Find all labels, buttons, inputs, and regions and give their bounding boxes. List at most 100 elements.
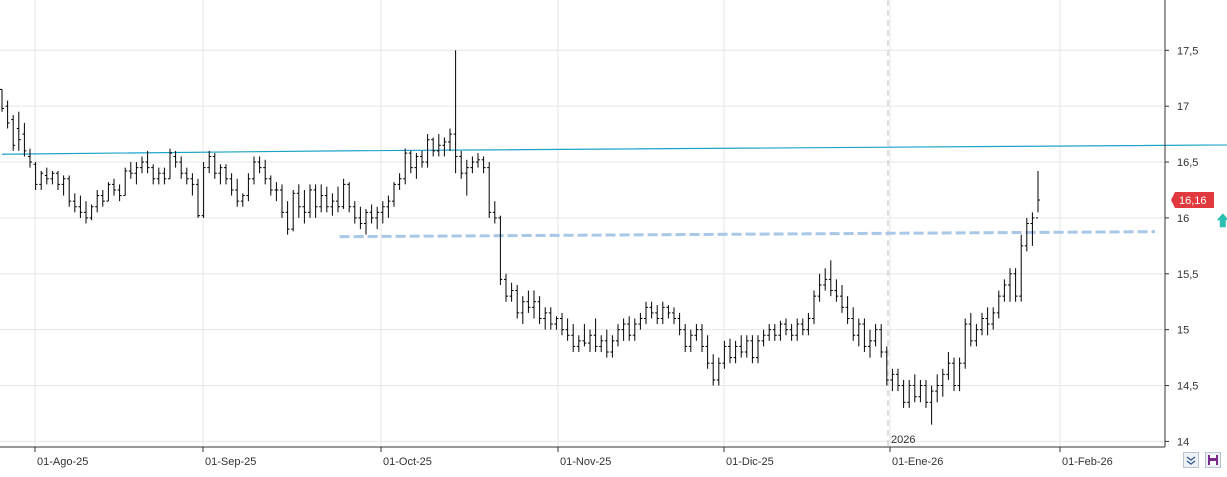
ohlc-bar [341, 178, 346, 209]
ohlc-bar [1024, 217, 1029, 252]
ohlc-bar [845, 296, 850, 325]
ohlc-bar [543, 307, 548, 330]
ohlc-bar [336, 186, 340, 213]
ohlc-bar [744, 335, 749, 358]
y-tick-label: 16,5 [1177, 157, 1198, 169]
ohlc-bar [252, 156, 256, 185]
ohlc-bar [520, 296, 525, 325]
ohlc-bar [168, 148, 172, 180]
ohlc-bar [313, 184, 318, 218]
ohlc-bar [397, 173, 402, 190]
ohlc-bar [1019, 234, 1024, 302]
ohlc-bar [358, 206, 363, 230]
ohlc-bar [728, 338, 732, 364]
ohlc-bar [716, 357, 721, 386]
ohlc-bar [0, 88, 4, 112]
ohlc-bar [565, 318, 570, 341]
ohlc-bar [996, 290, 1001, 319]
ohlc-bar [33, 162, 38, 190]
ohlc-bar [392, 182, 396, 207]
ohlc-bar [750, 335, 755, 364]
ohlc-bar [268, 175, 273, 196]
save-button[interactable] [1205, 452, 1221, 468]
ohlc-bar [812, 290, 816, 325]
ohlc-bar [800, 318, 805, 336]
ohlc-bar [375, 206, 380, 230]
ohlc-bar [302, 189, 307, 224]
ohlc-bar [498, 215, 503, 285]
ohlc-bar [974, 324, 979, 347]
ohlc-bar [806, 312, 811, 336]
ohlc-bar [548, 307, 553, 330]
ohlc-bar [61, 175, 66, 196]
ohlc-bar [554, 316, 559, 330]
ohlc-bar [694, 324, 699, 341]
ohlc-bar [856, 318, 861, 347]
ohlc-bar [991, 307, 996, 330]
ohlc-bar [330, 193, 335, 216]
year-marker-label: 2026 [891, 434, 915, 446]
collapse-arrows-icon [1186, 456, 1196, 465]
ohlc-bar [364, 208, 368, 235]
ohlc-bar [688, 329, 693, 353]
ohlc-bar [151, 164, 156, 185]
ohlc-bar [677, 312, 682, 336]
ohlc-bar [907, 379, 912, 408]
ohlc-bar [408, 150, 413, 174]
collapse-button[interactable] [1183, 452, 1199, 468]
ohlc-bar [67, 175, 72, 207]
ohlc-bar [420, 150, 424, 168]
save-disk-icon [1208, 455, 1218, 465]
ohlc-bar [207, 150, 212, 174]
ohlc-bar [532, 290, 536, 319]
ohlc-bar [576, 335, 581, 353]
ohlc-bar [28, 148, 32, 168]
ohlc-bar [789, 324, 794, 341]
ohlc-bar [778, 320, 783, 341]
ohlc-bar [285, 201, 290, 235]
ohlc-bar [733, 340, 738, 364]
ohlc-bar [683, 324, 688, 353]
ohlc-bar [968, 312, 973, 347]
ohlc-bar [123, 167, 128, 197]
ohlc-bar [196, 178, 200, 218]
arrow-layer [1216, 213, 1227, 228]
ohlc-bar [274, 182, 279, 202]
ohlc-bar [666, 305, 671, 319]
ohlc-bar [940, 368, 945, 397]
ohlc-bar [873, 324, 878, 347]
ohlc-bar [16, 111, 21, 151]
ohlc-bar [756, 335, 760, 364]
y-tick-label: 17 [1177, 101, 1189, 113]
ohlc-bar [173, 150, 178, 168]
ohlc-bar [470, 156, 475, 174]
ohlc-bar [324, 186, 329, 213]
ohlc-bar [672, 307, 676, 325]
ohlc-bar [369, 204, 374, 224]
ohlc-bar [840, 284, 844, 313]
ohlc-bar [347, 182, 352, 213]
ohlc-bar [22, 122, 27, 157]
ohlc-bar [509, 282, 514, 302]
ohlc-bar [946, 352, 951, 380]
ohlc-bar [817, 273, 822, 302]
x-tick-label: 01-Dic-25 [726, 456, 774, 468]
ohlc-bar [487, 162, 492, 218]
ohlc-bar [11, 115, 16, 151]
ohlc-bar [240, 193, 245, 207]
ohlc-bar [492, 201, 497, 224]
ohlc-bar [190, 173, 195, 196]
ohlc-bar [1036, 170, 1040, 219]
ohlc-bar [201, 162, 206, 218]
y-tick-label: 15 [1177, 325, 1189, 337]
ohlc-bar [828, 260, 833, 297]
ohlc-bar [308, 184, 312, 218]
ohlc-bar [627, 316, 632, 341]
ohlc-bar [644, 301, 648, 325]
gridlines [0, 0, 1165, 447]
ohlc-bar [711, 354, 716, 386]
ohlc-bar [5, 100, 10, 129]
ohlc-bar [515, 284, 520, 319]
